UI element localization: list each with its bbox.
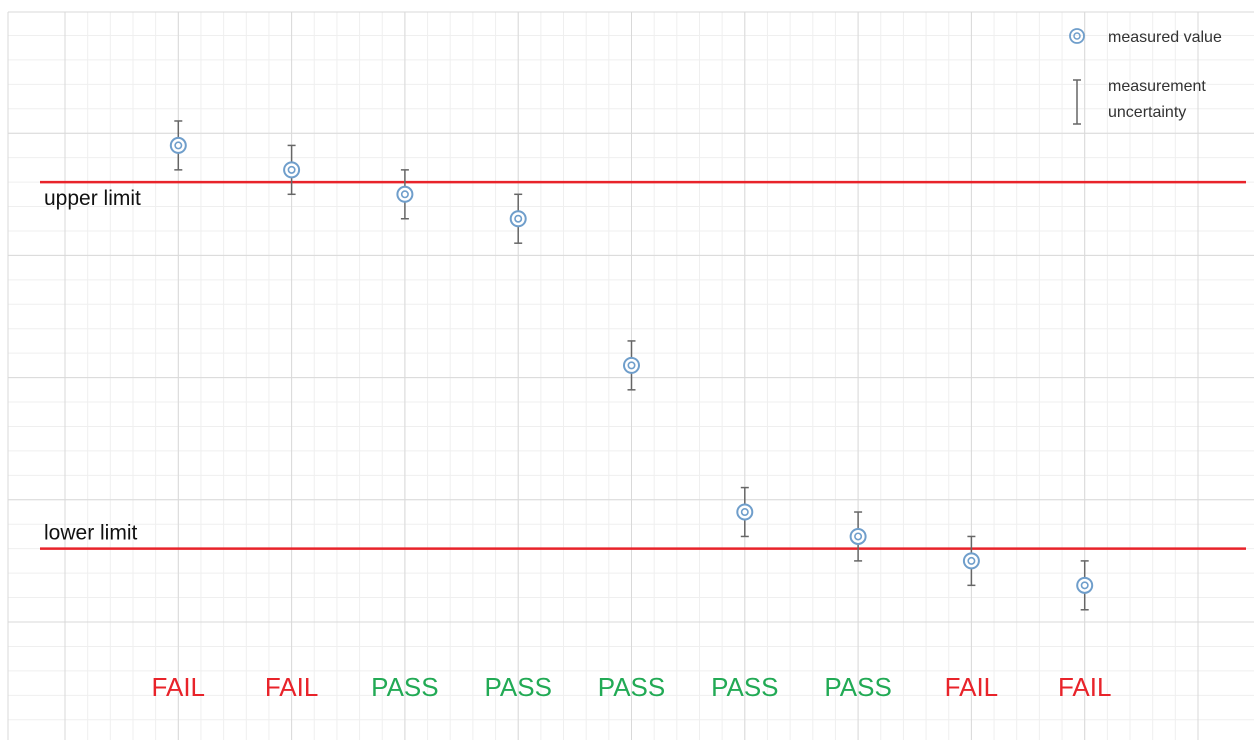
verdict-label: PASS [598, 672, 665, 702]
measured-point-outer [962, 552, 980, 570]
verdict-label: PASS [484, 672, 551, 702]
legend: measured value measurement uncertainty [1069, 28, 1222, 125]
verdict-label: FAIL [945, 672, 998, 702]
circle-marker-icon [1069, 28, 1085, 44]
measured-point-outer [169, 136, 187, 154]
measured-point-inner [854, 532, 863, 541]
legend-item-uncertainty: measurement uncertainty [1073, 78, 1206, 125]
measured-point [283, 161, 301, 179]
measured-point-inner [627, 361, 636, 370]
verdict-label: FAIL [265, 672, 318, 702]
measured-point-outer [396, 185, 414, 203]
verdict-label: PASS [711, 672, 778, 702]
verdict-label: PASS [824, 672, 891, 702]
verdict-label: FAIL [152, 672, 205, 702]
measured-point [623, 356, 640, 374]
measured-point-inner [740, 508, 749, 517]
lower-limit-label: lower limit [44, 522, 138, 545]
measured-point [396, 185, 414, 203]
measured-point [169, 136, 187, 154]
verdict-label: FAIL [1058, 672, 1111, 702]
measured-point-outer [849, 527, 867, 545]
verdict-labels: FAIL FAIL PASS PASS PASS PASS PASS FAIL FAIL [152, 672, 1112, 702]
upper-limit-label: upper limit [44, 187, 141, 210]
measured-point-outer [509, 210, 527, 228]
measured-point-inner [174, 141, 183, 150]
measured-point [509, 210, 527, 228]
measured-point [1076, 576, 1094, 594]
measured-point [736, 503, 754, 521]
legend-item-measured: measured value [1069, 28, 1222, 46]
measured-point-outer [736, 503, 754, 521]
measured-point-outer [283, 161, 301, 179]
measured-point-outer [623, 356, 640, 374]
measured-point-inner [400, 190, 409, 199]
legend-label-measured: measured value [1108, 29, 1222, 46]
legend-label-uncertainty-line2: uncertainty [1108, 104, 1186, 121]
measured-point-inner [514, 214, 523, 223]
measured-markers [169, 136, 1094, 594]
verdict-label: PASS [371, 672, 438, 702]
measured-point-outer [1076, 576, 1094, 594]
measured-point-inner [967, 556, 976, 565]
legend-label-uncertainty-line1: measurement [1108, 78, 1206, 95]
limit-lines: upper limit lower limit [40, 180, 1246, 550]
measured-point [962, 552, 980, 570]
error-bar-icon [1073, 79, 1081, 125]
measured-point-inner [287, 165, 296, 174]
measured-point-inner [1080, 581, 1089, 590]
measured-point [849, 527, 867, 545]
